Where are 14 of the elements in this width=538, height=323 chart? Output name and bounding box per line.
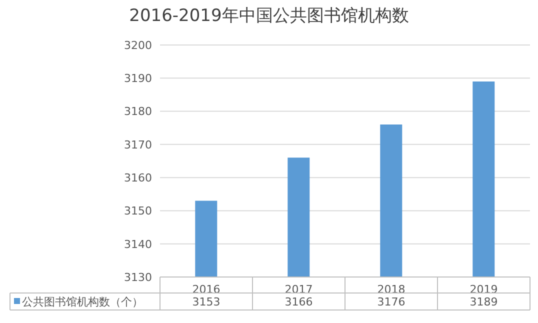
y-tick-label: 3140 — [124, 238, 152, 251]
data-label: 3153 — [192, 296, 220, 308]
y-tick-label: 3130 — [124, 270, 152, 284]
y-tick-label: 3180 — [124, 105, 152, 118]
data-label: 3166 — [284, 296, 313, 308]
legend-label: 公共图书馆机构数（个） — [22, 296, 143, 308]
y-tick-label: 3170 — [124, 138, 152, 152]
y-tick-label: 3160 — [124, 171, 152, 184]
y-tick-label: 3200 — [124, 38, 152, 52]
y-tick-label: 3190 — [124, 72, 152, 86]
y-tick-label: 3150 — [124, 204, 152, 218]
data-label: 3176 — [377, 296, 406, 308]
chart-title: 2016-2019年中国公共图书馆机构数 — [128, 5, 410, 27]
data-label: 3189 — [470, 296, 498, 308]
